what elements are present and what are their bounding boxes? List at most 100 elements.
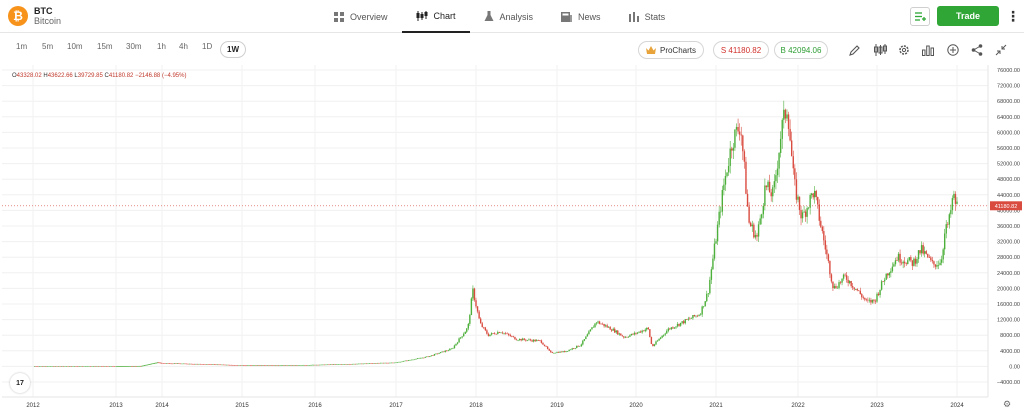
candle-body	[179, 363, 182, 365]
candle-body	[404, 360, 406, 362]
candle-body	[729, 148, 731, 167]
candle-body	[632, 333, 634, 335]
candle-body	[164, 363, 166, 364]
candle-body	[745, 161, 747, 194]
candle-body	[956, 201, 958, 204]
buy-price-button[interactable]: B 42094.06	[774, 41, 828, 59]
chart-type-icon[interactable]	[873, 43, 887, 57]
candle-body	[472, 288, 474, 299]
candle-body	[51, 366, 53, 367]
candle-body	[453, 345, 456, 349]
candle-body	[83, 366, 85, 367]
candle-body	[336, 364, 338, 365]
share-icon[interactable]	[970, 43, 984, 57]
candle-body	[775, 175, 777, 182]
price-chart[interactable]: 76000.00 72000.00 68000.00 64000.00 60000.00…	[0, 65, 1024, 413]
candle-body	[914, 258, 917, 264]
candle-body	[693, 315, 696, 317]
tab-chart[interactable]: Chart	[401, 0, 470, 33]
timeframe-1m[interactable]: 1m	[16, 42, 28, 51]
tab-analysis[interactable]: Analysis	[470, 0, 548, 33]
candle-body	[88, 366, 90, 367]
candle-body	[293, 365, 295, 366]
tradingview-logo-icon[interactable]: 17	[10, 373, 30, 393]
candle-body	[948, 214, 951, 225]
close-value: 41180.82	[108, 73, 134, 79]
candle-body	[308, 364, 311, 366]
candle-body	[269, 365, 271, 366]
candle-body	[120, 366, 123, 367]
candle-body	[435, 353, 437, 355]
candle-body	[221, 364, 223, 366]
timeframe-1h[interactable]: 1h	[157, 42, 166, 51]
candle-body	[871, 299, 874, 303]
candle-body	[96, 366, 98, 367]
add-comparison-icon[interactable]	[946, 43, 960, 57]
indicators-icon[interactable]	[921, 43, 935, 57]
candle-body	[267, 365, 270, 366]
candle-body	[123, 366, 125, 367]
candle-body	[232, 364, 234, 366]
candle-body	[559, 351, 561, 353]
candles-icon	[416, 10, 428, 21]
candle-body	[351, 363, 354, 365]
candle-body	[684, 319, 686, 324]
timeframe-5m[interactable]: 5m	[42, 42, 54, 51]
timeframe-1w[interactable]: 1W	[220, 41, 246, 58]
candle-body	[158, 362, 161, 364]
candle-body	[553, 352, 555, 354]
candle-body	[883, 279, 886, 282]
candle-body	[689, 318, 691, 320]
low-key: L	[74, 73, 78, 79]
timeframe-10m[interactable]: 10m	[67, 42, 83, 51]
tab-overview[interactable]: Overview	[320, 0, 402, 33]
candle-body	[761, 214, 763, 219]
candle-body	[900, 262, 903, 264]
procharts-button[interactable]: ProCharts	[638, 41, 704, 59]
timeframe-1d[interactable]: 1D	[202, 42, 213, 51]
candle-body	[430, 355, 433, 357]
candle-body	[165, 363, 168, 364]
trade-button[interactable]: Trade	[937, 6, 999, 26]
candle-body	[364, 363, 366, 365]
draw-pencil-icon[interactable]	[848, 43, 862, 57]
candle-body	[894, 260, 897, 265]
y-tick-label: 0.00	[1009, 364, 1020, 370]
candle-body	[557, 352, 560, 353]
candle-body	[227, 364, 229, 366]
sell-price-button[interactable]: S 41180.82	[713, 41, 769, 59]
candle-body	[444, 350, 446, 353]
candle-body	[896, 260, 898, 261]
candle-body	[178, 363, 180, 364]
candle-body	[37, 366, 39, 367]
timeframe-4h[interactable]: 4h	[179, 42, 188, 51]
candle-body	[334, 364, 336, 365]
candle-body	[577, 345, 579, 347]
add-to-watchlist-button[interactable]	[910, 7, 930, 26]
candle-body	[353, 363, 355, 365]
candle-body	[61, 366, 63, 367]
candle-body	[348, 364, 350, 365]
candle-body	[286, 365, 288, 366]
collapse-icon[interactable]	[994, 43, 1008, 57]
candle-body	[273, 365, 275, 367]
candle-body	[413, 359, 416, 361]
tab-news[interactable]: News	[547, 0, 615, 33]
axis-settings-icon[interactable]: ⚙	[1003, 399, 1012, 409]
y-tick-label: 56000.00	[997, 146, 1020, 152]
timeframe-30m[interactable]: 30m	[126, 42, 142, 51]
candle-body	[105, 366, 108, 367]
candle-body	[422, 357, 425, 359]
candle-body	[600, 323, 602, 325]
candle-body	[601, 323, 604, 325]
candle-body	[696, 315, 699, 317]
timeframe-15m[interactable]: 15m	[97, 42, 113, 51]
candle-body	[493, 333, 496, 335]
tab-stats[interactable]: Stats	[615, 0, 680, 33]
candle-body	[639, 331, 642, 333]
candle-body	[185, 363, 188, 365]
settings-gear-icon[interactable]	[897, 43, 911, 57]
open-key: O	[12, 73, 17, 79]
more-options-icon[interactable]: ⋮	[1006, 8, 1020, 24]
candle-body	[579, 345, 581, 347]
